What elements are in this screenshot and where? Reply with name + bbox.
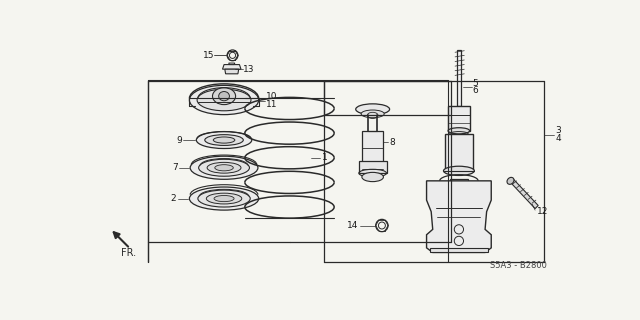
Text: 15: 15 xyxy=(204,51,215,60)
Ellipse shape xyxy=(197,89,251,111)
Ellipse shape xyxy=(206,193,242,204)
Polygon shape xyxy=(228,63,235,65)
Text: 8: 8 xyxy=(390,138,396,147)
Ellipse shape xyxy=(362,172,383,182)
Text: 12: 12 xyxy=(537,207,548,216)
Ellipse shape xyxy=(444,166,474,175)
Ellipse shape xyxy=(219,92,230,101)
Polygon shape xyxy=(511,179,538,209)
Bar xyxy=(448,106,470,131)
Text: 2: 2 xyxy=(171,194,176,203)
Text: S5A3 - B2800: S5A3 - B2800 xyxy=(490,261,547,270)
Text: 14: 14 xyxy=(348,221,359,230)
Ellipse shape xyxy=(198,159,250,176)
Ellipse shape xyxy=(212,88,236,105)
Ellipse shape xyxy=(198,190,250,207)
Text: 3: 3 xyxy=(555,126,561,135)
Bar xyxy=(359,161,387,173)
Ellipse shape xyxy=(189,85,259,115)
Text: 4: 4 xyxy=(555,134,561,143)
Text: 10: 10 xyxy=(266,92,278,101)
Ellipse shape xyxy=(448,128,470,134)
Ellipse shape xyxy=(361,110,384,118)
Text: 5: 5 xyxy=(473,78,479,88)
Ellipse shape xyxy=(196,132,252,148)
Bar xyxy=(362,131,383,162)
Ellipse shape xyxy=(214,196,234,202)
Bar xyxy=(445,134,473,171)
Text: 9: 9 xyxy=(176,136,182,145)
Polygon shape xyxy=(223,65,241,69)
Ellipse shape xyxy=(213,137,235,143)
Bar xyxy=(429,248,488,252)
Polygon shape xyxy=(225,69,239,74)
Ellipse shape xyxy=(356,104,390,115)
Text: 13: 13 xyxy=(243,65,255,74)
Ellipse shape xyxy=(190,156,258,179)
Bar xyxy=(458,50,461,106)
Bar xyxy=(450,179,468,212)
Ellipse shape xyxy=(215,165,234,171)
Text: 11: 11 xyxy=(266,100,278,109)
Ellipse shape xyxy=(189,187,259,210)
Polygon shape xyxy=(427,181,492,252)
Ellipse shape xyxy=(207,162,241,173)
Ellipse shape xyxy=(507,177,514,184)
Text: FR.: FR. xyxy=(121,248,136,258)
Text: 6: 6 xyxy=(473,86,479,95)
Text: 1: 1 xyxy=(322,153,328,162)
Ellipse shape xyxy=(205,135,243,145)
Text: 7: 7 xyxy=(172,163,178,172)
